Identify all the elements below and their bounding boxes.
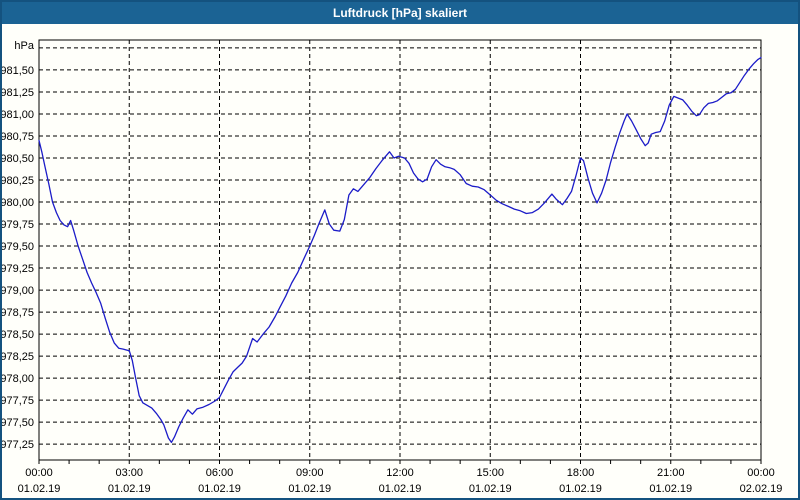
x-gridlines [128,40,672,460]
x-axis-ticks [38,460,762,464]
x-tick-date-label: 01.02.19 [649,483,692,495]
y-tick-label: 977,25 [2,439,34,451]
title-bar: Luftdruck [hPa] skaliert [2,2,798,24]
y-tick-label: 981,25 [2,87,34,99]
x-tick-date-label: 01.02.19 [288,483,331,495]
x-tick-date-label: 02.02.19 [740,483,783,495]
x-tick-date-label: 01.02.19 [198,483,241,495]
x-tick-time-label: 00:00 [25,467,53,479]
x-tick-date-label: 01.02.19 [379,483,422,495]
y-tick-label: 981,00 [2,109,34,121]
x-tick-time-label: 21:00 [657,467,685,479]
x-tick-time-label: 15:00 [476,467,504,479]
y-tick-label: 980,75 [2,131,34,143]
y-tick-label: 979,25 [2,263,34,275]
plot-border [38,39,762,461]
y-tick-label: 980,50 [2,153,34,165]
y-tick-label: 977,75 [2,395,34,407]
x-tick-date-label: 01.02.19 [18,483,61,495]
y-tick-label: 980,00 [2,197,34,209]
chart-canvas: 981,50 981,25 981,00 980,75 980,50 980,25 980,… [2,39,783,495]
x-tick-time-label: 18:00 [567,467,595,479]
y-unit-label: hPa [14,40,34,52]
x-tick-time-label: 03:00 [115,467,143,479]
y-tick-label: 980,25 [2,175,34,187]
y-tick-label: 978,50 [2,329,34,341]
y-tick-label: 978,75 [2,307,34,319]
chart-area: 981,50 981,25 981,00 980,75 980,50 980,25 980,… [2,24,798,498]
y-tick-label: 981,50 [2,65,34,77]
x-tick-time-label: 00:00 [747,467,775,479]
y-axis-labels: 981,50 981,25 981,00 980,75 980,50 980,25 980,… [2,65,34,451]
y-tick-label: 979,50 [2,241,34,253]
x-tick-date-label: 01.02.19 [469,483,512,495]
x-axis-labels: 00:00 01.02.19 03:00 01.02.19 06:00 01.02.19 0… [18,467,783,495]
chart-title: Luftdruck [hPa] skaliert [332,6,468,20]
y-tick-label: 978,25 [2,351,34,363]
x-tick-time-label: 12:00 [386,467,414,479]
y-tick-label: 979,00 [2,285,34,297]
x-tick-time-label: 06:00 [206,467,234,479]
y-tick-label: 978,00 [2,373,34,385]
x-tick-time-label: 09:00 [296,467,324,479]
y-tick-label: 979,75 [2,219,34,231]
pressure-line [38,56,762,444]
x-tick-date-label: 01.02.19 [559,483,602,495]
x-tick-date-label: 01.02.19 [108,483,151,495]
y-tick-label: 977,50 [2,417,34,429]
